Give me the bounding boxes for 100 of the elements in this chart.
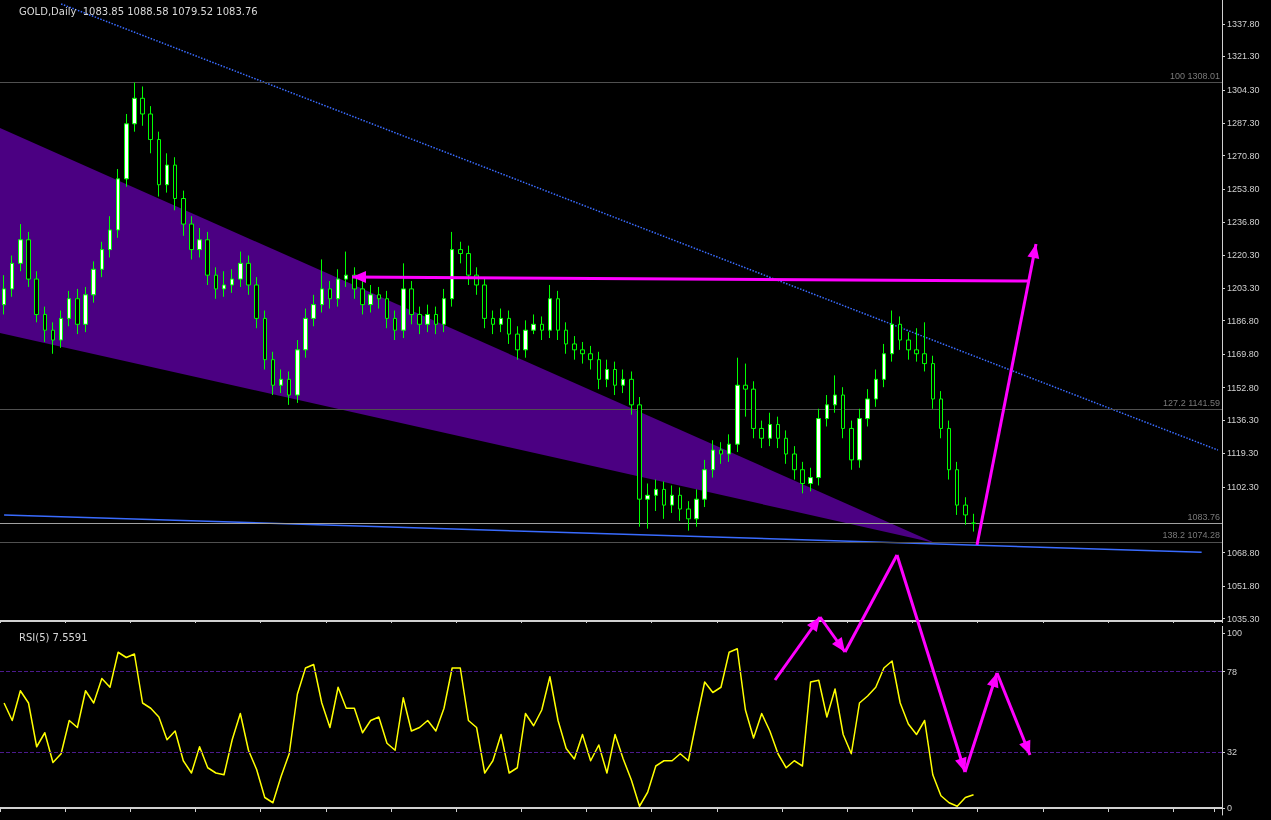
y-tick-label: 1220.30 bbox=[1227, 249, 1260, 260]
candlestick bbox=[344, 251, 348, 288]
candlestick bbox=[18, 223, 23, 272]
ref-line-label: 138.2 1074.28 bbox=[1162, 530, 1220, 541]
y-tick-label: 1203.30 bbox=[1227, 283, 1260, 294]
candlestick bbox=[140, 85, 145, 127]
candlestick bbox=[531, 313, 536, 335]
candlestick bbox=[637, 396, 642, 528]
candlestick bbox=[564, 321, 568, 355]
candlestick bbox=[629, 370, 634, 416]
candlestick bbox=[882, 343, 886, 388]
candlestick bbox=[303, 308, 308, 359]
candlestick bbox=[295, 339, 300, 404]
candlestick bbox=[580, 341, 585, 365]
candlestick bbox=[189, 215, 194, 260]
candlestick bbox=[10, 255, 14, 298]
ref-line-label: 1083.76 bbox=[1187, 511, 1220, 522]
candlestick bbox=[743, 363, 748, 418]
candlestick bbox=[75, 288, 80, 335]
y-tick-label: 1152.80 bbox=[1227, 382, 1259, 393]
candlestick bbox=[816, 408, 821, 486]
candlestick bbox=[621, 368, 625, 394]
candlestick bbox=[605, 359, 609, 388]
candlestick bbox=[425, 304, 430, 333]
y-tick-label: 1068.80 bbox=[1227, 547, 1260, 558]
candlestick bbox=[914, 327, 919, 363]
candlestick bbox=[409, 280, 414, 325]
candlestick bbox=[751, 380, 756, 439]
candlestick bbox=[328, 280, 332, 310]
candlestick bbox=[197, 227, 202, 258]
candlestick bbox=[91, 260, 96, 304]
y-tick-label: 1119.30 bbox=[1227, 448, 1259, 459]
candlestick bbox=[474, 266, 479, 296]
ref-line-label: 100 1308.01 bbox=[1169, 71, 1220, 82]
y-tick-label: 1321.30 bbox=[1227, 51, 1260, 62]
candlestick bbox=[499, 308, 503, 333]
candlestick bbox=[613, 361, 617, 396]
candlestick bbox=[825, 394, 829, 427]
candlestick bbox=[645, 482, 650, 530]
candlestick bbox=[523, 319, 528, 359]
candlestick bbox=[857, 408, 862, 469]
candlestick bbox=[466, 245, 471, 286]
candlestick bbox=[157, 131, 161, 198]
candlestick bbox=[808, 467, 813, 492]
candlestick bbox=[711, 439, 715, 479]
candlestick bbox=[971, 513, 976, 533]
candlestick bbox=[34, 270, 39, 323]
ref-line-label: 127.2 1141.59 bbox=[1163, 398, 1220, 409]
candlestick bbox=[686, 500, 691, 532]
candlestick bbox=[947, 420, 951, 481]
y-tick-label: 1287.30 bbox=[1227, 118, 1260, 129]
line-series bbox=[3, 648, 975, 807]
candlestick bbox=[67, 290, 71, 327]
candlestick bbox=[759, 420, 764, 449]
candlestick bbox=[108, 215, 112, 258]
candlestick bbox=[59, 310, 63, 349]
candlestick bbox=[963, 496, 968, 526]
candlestick bbox=[124, 113, 129, 188]
candlestick bbox=[132, 82, 137, 133]
candlestick bbox=[865, 388, 870, 427]
candlestick bbox=[214, 266, 218, 300]
candlestick bbox=[670, 484, 674, 514]
candlestick bbox=[588, 345, 593, 370]
candlestick bbox=[540, 315, 544, 341]
y-tick-label: 1186.80 bbox=[1227, 315, 1259, 326]
candlestick bbox=[906, 331, 911, 361]
candlestick bbox=[548, 284, 552, 339]
candlestick bbox=[352, 266, 357, 300]
candlestick bbox=[222, 270, 226, 298]
candlestick bbox=[784, 429, 788, 465]
candlestick bbox=[417, 306, 422, 335]
candlestick bbox=[776, 416, 780, 449]
y-tick-label: 1136.30 bbox=[1227, 415, 1259, 425]
candlestick bbox=[287, 370, 291, 406]
candlestick bbox=[51, 321, 55, 355]
candlestick bbox=[173, 156, 177, 211]
candlestick bbox=[148, 105, 153, 154]
candlestick bbox=[360, 280, 365, 315]
y-tick-label: 100 bbox=[1227, 628, 1243, 638]
candlestick bbox=[841, 386, 845, 439]
y-tick-label: 1102.30 bbox=[1227, 481, 1259, 492]
candlestick bbox=[393, 310, 397, 341]
text: GOLD,Daily 1083.85 1088.58 1079.52 1083.76 bbox=[19, 5, 258, 17]
candlestick bbox=[2, 274, 6, 315]
y-tick-label: 32 bbox=[1227, 747, 1238, 757]
candlestick bbox=[263, 310, 267, 370]
candlestick bbox=[719, 441, 723, 465]
candlestick bbox=[368, 284, 373, 313]
candlestick bbox=[890, 310, 894, 363]
candlestick bbox=[205, 231, 210, 286]
candlestick bbox=[401, 262, 406, 339]
candlestick bbox=[165, 152, 169, 194]
candlestick bbox=[597, 351, 601, 390]
candlestick bbox=[385, 290, 389, 329]
candlestick bbox=[931, 355, 935, 410]
y-tick-label: 1337.80 bbox=[1227, 18, 1260, 29]
candlestick bbox=[727, 433, 731, 463]
candlestick bbox=[792, 445, 797, 481]
y-tick-label: 78 bbox=[1227, 666, 1238, 677]
candlestick bbox=[939, 390, 943, 439]
